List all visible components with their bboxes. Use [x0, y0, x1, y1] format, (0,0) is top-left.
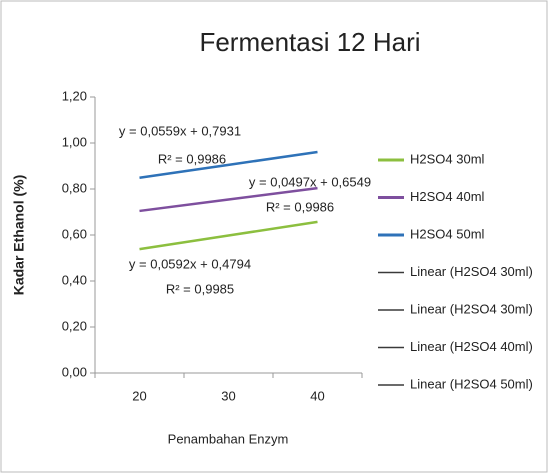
series-line [139, 150, 318, 179]
x-axis-label: Penambahan Enzym [168, 431, 289, 446]
y-tick-label: 0,60 [62, 226, 87, 241]
legend-label: Linear (H2SO4 40ml) [410, 339, 533, 354]
y-tick-label: 0,00 [62, 364, 87, 379]
y-tick-label: 1,00 [62, 134, 87, 149]
annotation: y = 0,0559x + 0,7931 [119, 123, 241, 138]
annotation: R² = 0,9986 [158, 151, 226, 166]
legend-label: H2SO4 50ml [410, 226, 485, 241]
y-tick-label: 0,40 [62, 272, 87, 287]
y-tick-label: 0,20 [62, 318, 87, 333]
legend-label: H2SO4 30ml [410, 151, 485, 166]
x-tick-label: 40 [310, 388, 324, 403]
series-line [139, 220, 318, 251]
series-line [139, 186, 318, 213]
legend-label: H2SO4 40ml [410, 189, 485, 204]
y-axis-label: Kadar Ethanol (%) [11, 175, 27, 296]
annotation: y = 0,0592x + 0,4794 [129, 256, 251, 271]
legend-label: Linear (H2SO4 30ml) [410, 301, 533, 316]
annotation: R² = 0,9986 [266, 199, 334, 214]
x-tick-label: 20 [132, 388, 146, 403]
annotation: y = 0,0497x + 0,6549 [249, 174, 371, 189]
legend-label: Linear (H2SO4 50ml) [410, 376, 533, 391]
annotation: R² = 0,9985 [166, 281, 234, 296]
legend-label: Linear (H2SO4 30ml) [410, 264, 533, 279]
x-tick-label: 30 [221, 388, 235, 403]
y-tick-label: 1,20 [62, 88, 87, 103]
y-tick-label: 0,80 [62, 180, 87, 195]
chart-title: Fermentasi 12 Hari [199, 27, 420, 57]
